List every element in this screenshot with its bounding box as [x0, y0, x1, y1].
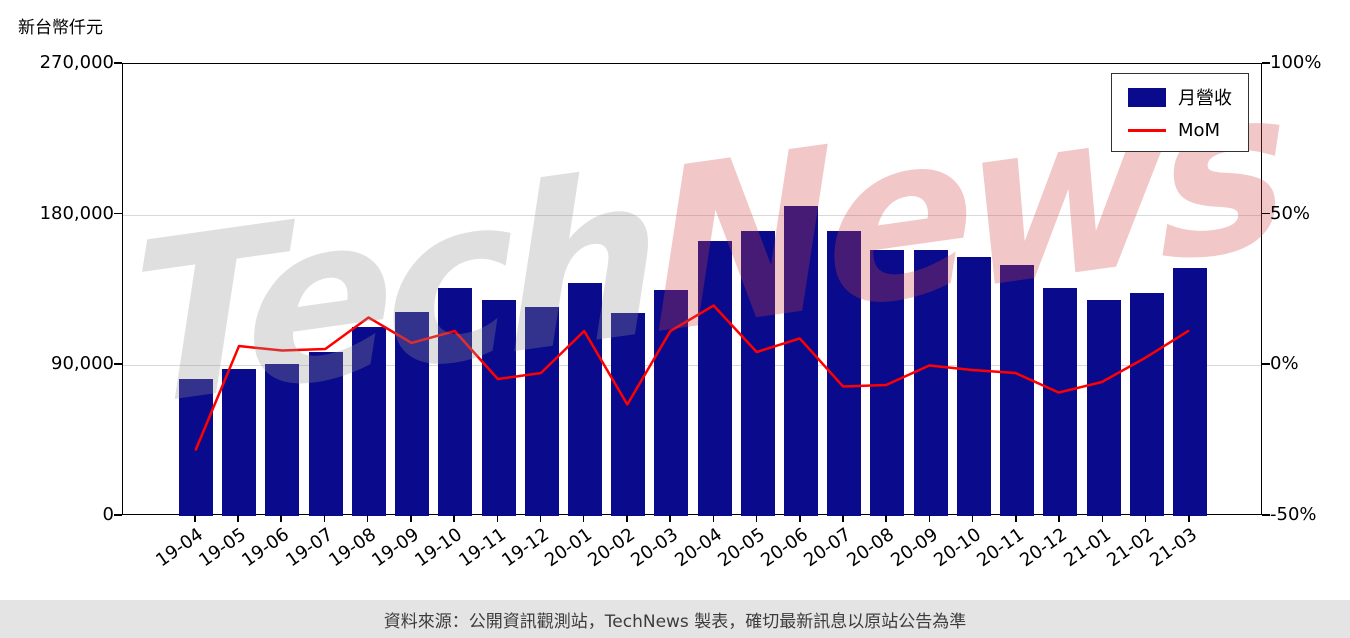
x-tick-mark	[799, 515, 801, 522]
legend-row-mom: MoM	[1128, 120, 1232, 141]
bar-20-02	[611, 313, 646, 516]
plot-area: TechNews 月營收 MoM	[122, 37, 1283, 516]
right-tick-label-0%: 0%	[1270, 353, 1299, 375]
bars-layer	[123, 64, 1261, 516]
bar-21-01	[1086, 300, 1121, 516]
x-tick-mark	[453, 515, 455, 522]
bar-21-02	[1129, 293, 1164, 516]
right-tick-label--50%: -50%	[1270, 504, 1317, 525]
x-tick-mark	[928, 515, 931, 522]
bar-19-08	[351, 326, 386, 516]
bar-20-01	[567, 283, 602, 516]
mom-swatch	[1128, 129, 1166, 132]
x-tick-mark	[582, 515, 585, 522]
left-tick-mark	[114, 62, 122, 64]
x-tick-mark	[1144, 515, 1147, 522]
legend: 月營收 MoM	[1111, 73, 1249, 152]
footer: 資料來源：公開資訊觀測站，TechNews 製表，確切最新訊息以原站公告為準	[0, 600, 1350, 638]
x-tick-mark	[885, 515, 887, 522]
x-tick-mark	[669, 515, 671, 522]
x-tick-mark	[323, 515, 326, 522]
bar-19-10	[438, 288, 473, 516]
bar-20-09	[913, 249, 948, 516]
bar-20-11	[1000, 264, 1035, 516]
line-layer	[194, 304, 1190, 451]
right-tick-mark	[1262, 62, 1270, 64]
left-tick-mark	[114, 363, 122, 365]
x-tick-mark	[280, 515, 282, 522]
x-tick-mark	[1058, 515, 1060, 522]
bar-20-10	[956, 256, 991, 516]
left-tick-mark	[114, 212, 122, 215]
bar-20-05	[740, 231, 775, 516]
left-tick-mark	[114, 514, 122, 516]
left-tick-label-0: 0	[102, 504, 114, 525]
bar-19-11	[481, 300, 516, 516]
x-tick-mark	[194, 515, 196, 522]
gridline-180,000	[123, 214, 1261, 216]
x-tick-mark	[237, 515, 239, 522]
x-tick-mark	[366, 515, 369, 522]
x-tick-mark	[971, 515, 974, 522]
bar-19-05	[222, 368, 257, 516]
bar-20-08	[870, 249, 905, 516]
x-tick-mark	[496, 515, 499, 522]
right-tick-mark	[1262, 363, 1270, 365]
bar-21-03	[1173, 268, 1207, 516]
x-tick-mark	[1188, 515, 1190, 522]
mom-legend-label: MoM	[1178, 120, 1221, 141]
y-axis-unit-label: 新台幣仟元	[18, 18, 103, 38]
x-tick-mark	[1015, 515, 1017, 522]
bar-20-04	[697, 241, 732, 516]
x-tick-mark	[712, 515, 715, 522]
left-tick-label-90,000: 90,000	[51, 353, 114, 375]
revenue-legend-label: 月營收	[1178, 88, 1232, 109]
bar-20-03	[654, 290, 689, 516]
left-tick-label-180,000: 180,000	[39, 202, 114, 224]
x-tick-mark	[539, 515, 542, 522]
mom-line	[194, 304, 1190, 451]
gridline-90,000	[123, 365, 1261, 367]
x-tick-mark	[1101, 515, 1104, 522]
bar-20-12	[1043, 288, 1078, 516]
legend-row-revenue: 月營收	[1128, 84, 1232, 110]
bar-19-09	[395, 311, 430, 516]
x-tick-mark	[410, 515, 412, 522]
x-tick-mark	[626, 515, 628, 522]
bar-19-06	[265, 363, 300, 516]
right-tick-label-50%: 50%	[1270, 202, 1311, 224]
bar-20-06	[784, 206, 819, 516]
footer-text: 資料來源：公開資訊觀測站，TechNews 製表，確切最新訊息以原站公告為準	[383, 611, 967, 632]
left-tick-label-270,000: 270,000	[39, 52, 114, 73]
bar-19-07	[308, 351, 343, 516]
bar-19-12	[524, 306, 559, 516]
right-tick-mark	[1262, 514, 1270, 516]
right-tick-mark	[1262, 212, 1270, 215]
x-tick-mark	[755, 515, 758, 522]
revenue-swatch	[1128, 87, 1166, 107]
x-tick-mark	[842, 515, 844, 522]
right-tick-label-100%: 100%	[1270, 52, 1322, 73]
